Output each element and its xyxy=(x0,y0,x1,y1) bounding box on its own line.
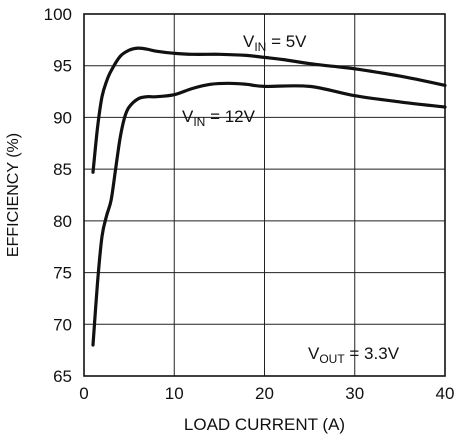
y-tick-label: 85 xyxy=(53,160,72,179)
series-line-vin-5v xyxy=(91,46,447,174)
y-tick-label: 75 xyxy=(53,264,72,283)
y-tick-label: 90 xyxy=(53,108,72,127)
y-tick-label: 100 xyxy=(44,5,72,24)
y-tick-label: 80 xyxy=(53,212,72,231)
x-tick-label: 40 xyxy=(436,384,455,403)
y-tick-label: 95 xyxy=(53,57,72,76)
grid-lines xyxy=(84,14,445,376)
series-curves xyxy=(91,46,447,347)
x-tick-label: 10 xyxy=(165,384,184,403)
series-label-vin-5v: VIN = 5V xyxy=(243,32,307,54)
vout-annotation: VOUT = 3.3V xyxy=(308,344,400,366)
x-axis-label: LOAD CURRENT (A) xyxy=(184,415,345,434)
series-label-vin-12v: VIN = 12V xyxy=(182,107,256,129)
series-labels: VIN = 5V VIN = 12V xyxy=(182,32,307,129)
axis-ticks: 0 10 20 30 40 65 70 75 80 85 90 95 100 xyxy=(44,5,455,403)
y-tick-label: 65 xyxy=(53,367,72,386)
x-tick-label: 30 xyxy=(345,384,364,403)
y-tick-label: 70 xyxy=(53,315,72,334)
x-tick-label: 20 xyxy=(255,384,274,403)
y-axis-label: EFFICIENCY (%) xyxy=(5,133,22,257)
plot-frame xyxy=(83,13,446,377)
x-tick-label: 0 xyxy=(79,384,88,403)
series-line-vin-12v xyxy=(91,81,447,347)
